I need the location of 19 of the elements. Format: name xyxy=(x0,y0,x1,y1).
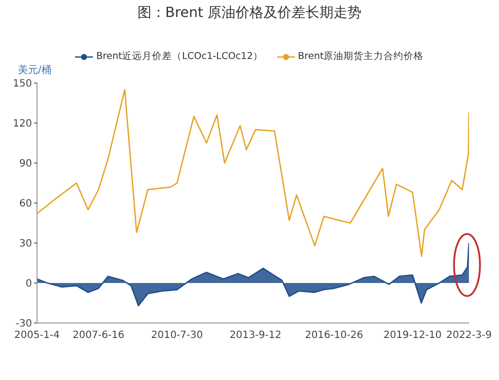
legend-label: Brent原油期货主力合约价格 xyxy=(298,50,424,63)
y-tick-label: 30 xyxy=(19,238,32,250)
legend-label: Brent近远月价差（LCOc1-LCOc12） xyxy=(96,50,263,63)
x-tick-label: 2005-1-4 xyxy=(14,330,60,342)
y-tick-label: -30 xyxy=(16,318,32,330)
x-tick-label: 2010-7-30 xyxy=(151,330,203,342)
line-series xyxy=(37,89,469,257)
x-tick-label: 2016-10-26 xyxy=(304,330,364,342)
x-tick-label: 2019-12-10 xyxy=(383,330,442,342)
x-tick-label: 2013-9-12 xyxy=(230,330,282,342)
chart-title: 图：Brent 原油价格及价差长期走势 xyxy=(136,4,363,22)
y-tick-label: 120 xyxy=(12,118,32,130)
y-tick-label: 150 xyxy=(12,78,32,90)
y-tick-label: 0 xyxy=(26,278,32,290)
x-tick-label: 2022-3-9 xyxy=(446,330,492,342)
x-tick-label: 2007-6-16 xyxy=(72,330,124,342)
y-tick-label: 60 xyxy=(19,198,32,210)
y-tick-label: 90 xyxy=(19,158,32,170)
y-axis-title: 美元/桶 xyxy=(18,64,52,77)
